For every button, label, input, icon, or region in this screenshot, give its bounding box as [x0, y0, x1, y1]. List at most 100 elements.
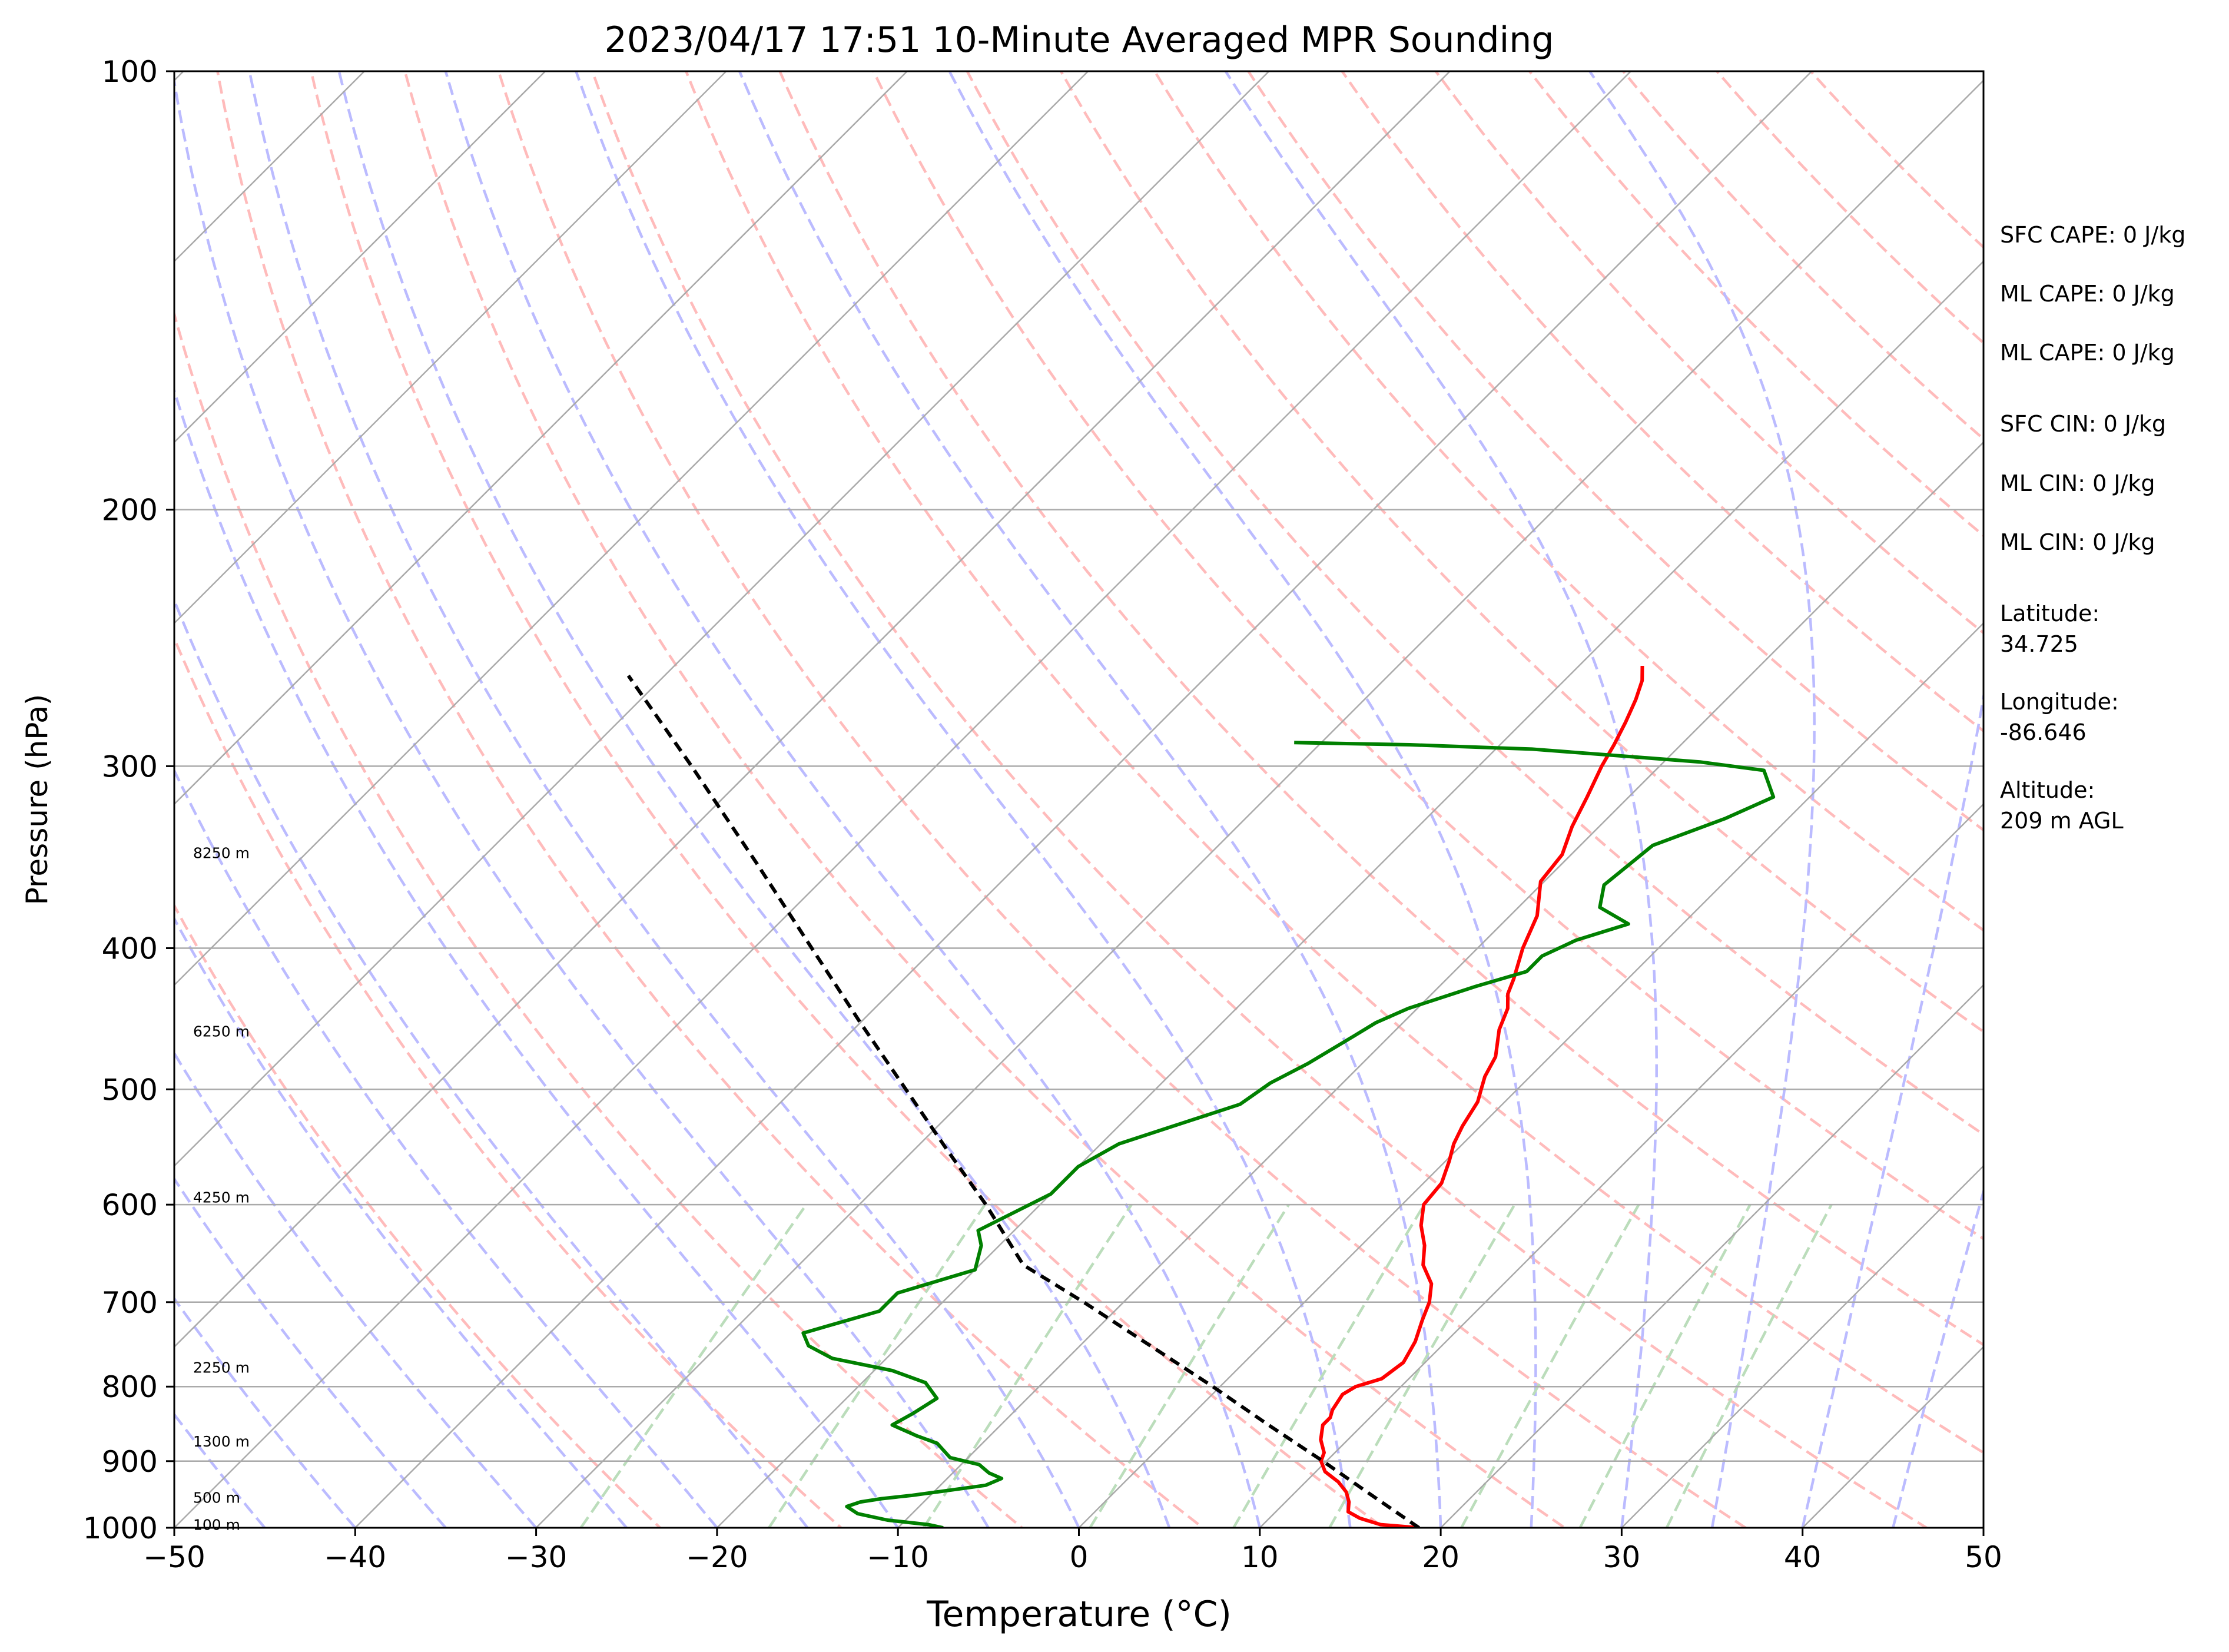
height-labels: 8250 m 6250 m 4250 m 2250 m 1300 m 500 m 100 m	[193, 844, 250, 1533]
height-label: 8250 m	[193, 844, 250, 861]
height-label: 6250 m	[193, 1023, 250, 1040]
longitude-value: -86.646	[2000, 719, 2087, 745]
height-label: 500 m	[193, 1489, 240, 1506]
mixing-ratio-line	[1232, 1203, 1425, 1528]
y-axis-label: Pressure (hPa)	[20, 694, 54, 905]
moist-adiabat-line	[174, 1296, 357, 1528]
x-tick-label: −50	[143, 1540, 205, 1574]
isotherm-line	[1259, 803, 1983, 1528]
height-label: 2250 m	[193, 1359, 250, 1376]
x-tick-label: −10	[867, 1540, 929, 1574]
ml-cin-text-2: ML CIN: 0 J/kg	[2000, 529, 2155, 555]
isotherms	[174, 71, 1983, 1528]
dry-adiabat-line	[174, 903, 662, 1528]
x-tick-label: 30	[1603, 1540, 1641, 1574]
y-tick-label: 700	[102, 1286, 158, 1320]
ml-cin-text: ML CIN: 0 J/kg	[2000, 470, 2155, 496]
mixing-ratio-line	[1665, 1204, 1833, 1528]
dry-adiabat-line	[778, 71, 1983, 1346]
parcel-trace	[626, 674, 1420, 1528]
moist-adiabat-line	[174, 767, 718, 1528]
y-tick-label: 900	[102, 1445, 158, 1479]
dry-adiabat-line	[216, 71, 1205, 1528]
isotherm-line	[174, 71, 546, 443]
mixing-ratio-line	[579, 1203, 808, 1528]
moist-adiabat-line	[174, 386, 900, 1528]
moist-adiabat-line	[174, 916, 628, 1528]
x-axis-ticks: −50 −40 −30 −20 −10 0 10 20 30 40 50	[143, 1528, 2002, 1574]
dewpoint-trace	[801, 741, 1776, 1528]
moist-adiabat-line	[174, 74, 990, 1528]
isotherm-line	[174, 71, 1451, 1348]
dry-adiabat-line	[1434, 71, 1983, 635]
moist-adiabat-line	[337, 71, 1171, 1528]
moist-adiabat-line	[1801, 689, 1983, 1528]
x-tick-label: 40	[1784, 1540, 1822, 1574]
isotherm-line	[354, 71, 1813, 1528]
y-tick-label: 800	[102, 1370, 158, 1404]
moist-adiabat-line	[1588, 71, 1816, 1528]
y-tick-label: 400	[102, 931, 158, 966]
altitude-label: Altitude:	[2000, 777, 2095, 803]
height-label: 100 m	[193, 1517, 240, 1534]
ml-cape-text: ML CAPE: 0 J/kg	[2000, 281, 2175, 307]
moist-adiabat-line	[248, 71, 1080, 1528]
isotherm-line	[1621, 1165, 1983, 1528]
mixing-ratio-line	[1578, 1204, 1752, 1528]
pressure-gridlines	[174, 71, 1983, 1528]
isotherm-line	[1440, 984, 1983, 1528]
moist-adiabat-line	[1892, 1186, 1983, 1528]
dry-adiabat-line	[497, 71, 1749, 1528]
moist-adiabat-line	[444, 71, 1261, 1528]
dry-adiabat-line	[1527, 71, 1983, 538]
moist-adiabat-line	[174, 1050, 538, 1528]
mixing-ratio-line	[1089, 1203, 1290, 1528]
x-tick-label: 0	[1070, 1540, 1089, 1574]
y-tick-label: 600	[102, 1188, 158, 1222]
y-tick-label: 1000	[83, 1511, 158, 1545]
dry-adiabat-line	[872, 71, 1983, 1240]
isotherm-line	[1078, 622, 1983, 1528]
longitude-label: Longitude:	[2000, 689, 2119, 715]
dry-adiabat-line	[310, 71, 1387, 1528]
isotherm-line	[174, 71, 1631, 1528]
temperature-trace	[1319, 665, 1644, 1528]
ml-cape-text-2: ML CAPE: 0 J/kg	[2000, 340, 2175, 366]
sounding-traces	[626, 665, 1776, 1528]
sfc-cin-text: SFC CIN: 0 J/kg	[2000, 411, 2166, 437]
x-tick-label: 50	[1965, 1540, 2002, 1574]
isotherm-line	[174, 71, 1089, 986]
moist-adiabat-line	[948, 71, 1537, 1528]
dry-adiabat-line	[684, 71, 1983, 1455]
x-tick-label: −40	[324, 1540, 387, 1574]
dry-adiabat-line	[174, 308, 1024, 1528]
x-tick-label: −20	[686, 1540, 748, 1574]
y-axis-ticks: 100 200 300 400 500 600 700 800 900 1000	[83, 55, 174, 1545]
height-label: 1300 m	[193, 1433, 250, 1450]
y-tick-label: 200	[102, 493, 158, 528]
dry-adiabat-line	[174, 635, 843, 1528]
isotherm-line	[535, 79, 1983, 1528]
chart-title: 2023/04/17 17:51 10-Minute Averaged MPR …	[605, 19, 1554, 61]
isotherm-line	[174, 71, 1270, 1167]
dry-adiabat-line	[1340, 71, 1983, 733]
dry-adiabat-line	[1621, 71, 1983, 441]
altitude-value: 209 m AGL	[2000, 808, 2124, 834]
x-tick-label: 20	[1422, 1540, 1460, 1574]
height-label: 4250 m	[193, 1189, 250, 1206]
y-tick-label: 500	[102, 1073, 158, 1107]
x-tick-label: 10	[1241, 1540, 1279, 1574]
moist-adiabat-line	[174, 1176, 447, 1528]
y-tick-label: 100	[102, 55, 158, 89]
mixing-ratio-lines	[579, 1203, 1833, 1528]
mixing-ratio-line	[1460, 1204, 1640, 1528]
latitude-value: 34.725	[2000, 631, 2078, 657]
mixing-ratio-line	[922, 1203, 1133, 1528]
isotherm-line	[174, 71, 908, 805]
moist-adiabat-line	[575, 71, 1352, 1528]
dry-adiabat-line	[1059, 71, 1983, 1034]
latitude-label: Latitude:	[2000, 601, 2099, 626]
moist-adiabat-line	[738, 71, 1442, 1528]
